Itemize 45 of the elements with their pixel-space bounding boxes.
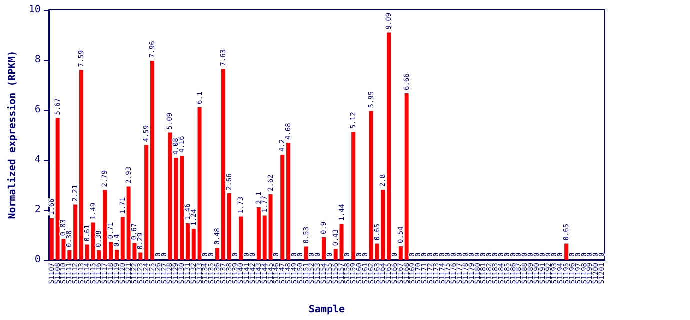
bar xyxy=(334,249,338,260)
bar xyxy=(387,32,392,260)
y-tick-label: 10 xyxy=(28,4,41,16)
bar xyxy=(216,248,220,260)
bar xyxy=(186,224,190,260)
bar xyxy=(150,61,154,260)
bar xyxy=(68,250,72,260)
bar xyxy=(304,246,308,260)
bar xyxy=(369,111,374,260)
y-tick-label: 4 xyxy=(34,154,41,166)
x-axis-title: Sample xyxy=(308,304,346,316)
bar xyxy=(103,190,108,260)
bar xyxy=(280,155,285,260)
bar xyxy=(120,217,125,260)
bar xyxy=(322,238,326,260)
bar xyxy=(268,194,273,260)
bar xyxy=(340,224,344,260)
bar xyxy=(144,145,149,260)
bar xyxy=(138,252,143,260)
bar xyxy=(174,158,178,260)
bar xyxy=(198,108,202,260)
bar xyxy=(262,216,267,260)
bar xyxy=(221,69,226,260)
bar xyxy=(352,132,356,260)
bar xyxy=(79,70,84,260)
bar xyxy=(192,229,196,260)
y-tick-label: 2 xyxy=(34,204,41,216)
bar xyxy=(180,156,184,260)
y-tick-label: 6 xyxy=(34,104,41,116)
y-tick-label: 0 xyxy=(34,254,41,266)
y-tick-label: 8 xyxy=(34,54,41,66)
bar xyxy=(227,194,232,260)
bar xyxy=(286,143,291,260)
bar xyxy=(404,94,409,260)
bar xyxy=(256,208,261,260)
bar xyxy=(564,244,569,260)
y-axis-title: Normalized expression (RPKM) xyxy=(6,50,18,220)
bar xyxy=(74,204,78,260)
bar xyxy=(239,216,244,260)
bar xyxy=(109,242,114,260)
bar xyxy=(168,132,172,260)
bar xyxy=(85,244,90,260)
bar xyxy=(398,246,403,260)
bar xyxy=(114,250,119,260)
bar xyxy=(50,218,54,260)
